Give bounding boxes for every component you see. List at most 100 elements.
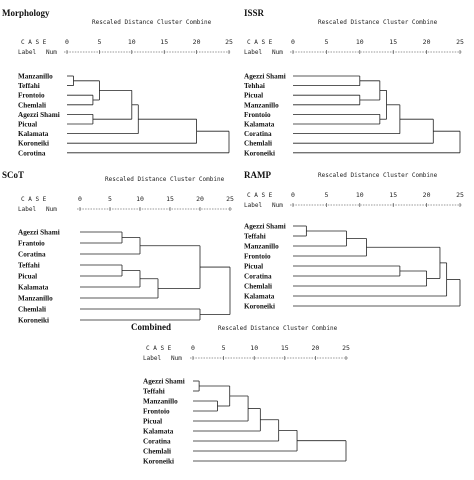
- leaf-label: Chemlali: [143, 448, 171, 456]
- dendrogram-issr: ISSR Rescaled Distance Cluster Combine C A…: [244, 8, 464, 157]
- leaf-label: Kalamata: [143, 428, 174, 436]
- axis-tick-label: 25: [226, 195, 234, 203]
- axis-tick-label: 25: [342, 344, 350, 352]
- leaf-label: Agezzi Shami: [18, 229, 60, 237]
- num-header: Num: [46, 206, 57, 213]
- leaf-label: Corotina: [18, 149, 46, 157]
- leaf-label: Agezzi Shami: [143, 378, 185, 386]
- leaf-label: Koroneiki: [143, 458, 174, 466]
- leaf-label: Chemlali: [244, 283, 272, 291]
- leaf-label: Coratina: [244, 273, 272, 281]
- axis-tick-label: 10: [250, 344, 258, 352]
- axis-tick-label: 0: [291, 191, 295, 199]
- case-label: C A S E: [247, 192, 273, 199]
- num-header: Num: [171, 355, 182, 362]
- leaf-label: Teffahi: [143, 388, 165, 396]
- label-header: Label: [18, 206, 36, 213]
- leaf-label: Koroneiki: [18, 317, 49, 325]
- axis-tick-label: 20: [311, 344, 319, 352]
- axis-tick-label: 15: [389, 191, 397, 199]
- axis-tick-label: 5: [324, 38, 328, 46]
- leaf-label: Manzanillo: [143, 398, 178, 406]
- leaf-label: Picual: [18, 273, 37, 281]
- leaf-label: Teffahi: [18, 82, 40, 90]
- leaf-label: Frontoio: [143, 408, 170, 416]
- leaf-label: Picual: [18, 121, 37, 129]
- axis-title: Rescaled Distance Cluster Combine: [318, 19, 438, 26]
- dendrogram-ramp: RAMP Rescaled Distance Cluster Combine C A…: [244, 170, 464, 311]
- leaf-label: Kalamata: [18, 284, 49, 292]
- leaf-label: Chemlali: [18, 306, 46, 314]
- axis-title: Rescaled Distance Cluster Combine: [92, 19, 212, 26]
- leaf-label: Teffahi: [244, 233, 266, 241]
- leaf-label: Picual: [143, 418, 162, 426]
- axis-tick-label: 5: [97, 38, 101, 46]
- axis-tick-label: 15: [160, 38, 168, 46]
- case-label: C A S E: [247, 39, 273, 46]
- axis-tick-label: 15: [166, 195, 174, 203]
- axis-tick-label: 5: [324, 191, 328, 199]
- dendrogram-scot: SCoT Rescaled Distance Cluster Combine C A…: [2, 170, 234, 325]
- axis-title: Rescaled Distance Cluster Combine: [218, 325, 338, 332]
- label-header: Label: [244, 49, 262, 56]
- axis-tick-label: 20: [196, 195, 204, 203]
- case-label: C A S E: [146, 345, 172, 352]
- dendrogram-morphology: Morphology Rescaled Distance Cluster Comb…: [2, 8, 233, 157]
- label-header: Label: [244, 202, 262, 209]
- leaf-label: Frontoio: [244, 111, 271, 119]
- leaf-label: Coratina: [244, 130, 272, 138]
- axis-tick-label: 5: [222, 344, 226, 352]
- leaf-label: Agezzi Shami: [18, 111, 60, 119]
- leaf-label: Agezzi Shami: [244, 223, 286, 231]
- panel-title: Morphology: [2, 8, 50, 18]
- dendrogram-combined: Combined Rescaled Distance Cluster Combin…: [131, 322, 350, 466]
- num-header: Num: [46, 49, 57, 56]
- leaf-label: Picual: [244, 92, 263, 100]
- panel-title: RAMP: [244, 170, 271, 180]
- leaf-label: Manzanillo: [18, 73, 53, 81]
- axis-tick-label: 5: [108, 195, 112, 203]
- leaf-label: Teffahi: [18, 262, 40, 270]
- panel-title: SCoT: [2, 170, 24, 180]
- leaf-label: Coratina: [18, 251, 46, 259]
- leaf-label: Frantoio: [18, 240, 45, 248]
- leaf-label: Chemlali: [244, 140, 272, 148]
- axis-tick-label: 10: [356, 191, 364, 199]
- axis-tick-label: 0: [191, 344, 195, 352]
- axis-tick-label: 25: [456, 191, 464, 199]
- axis-tick-label: 15: [281, 344, 289, 352]
- leaf-label: Kalamata: [244, 293, 275, 301]
- leaf-label: Koroneiki: [244, 303, 275, 311]
- panel-title: Combined: [131, 322, 171, 332]
- leaf-label: Kalamata: [18, 130, 49, 138]
- label-header: Label: [18, 49, 36, 56]
- num-header: Num: [272, 202, 283, 209]
- axis-tick-label: 20: [423, 38, 431, 46]
- leaf-label: Manzanillo: [244, 243, 279, 251]
- case-label: C A S E: [21, 39, 47, 46]
- label-header: Label: [143, 355, 161, 362]
- num-header: Num: [272, 49, 283, 56]
- leaf-label: Koroneiki: [18, 140, 49, 148]
- axis-tick-label: 0: [65, 38, 69, 46]
- case-label: C A S E: [21, 196, 47, 203]
- leaf-label: Frontoio: [18, 92, 45, 100]
- axis-tick-label: 10: [356, 38, 364, 46]
- leaf-label: Tehhai: [244, 82, 265, 90]
- axis-title: Rescaled Distance Cluster Combine: [318, 172, 438, 179]
- axis-tick-label: 10: [136, 195, 144, 203]
- leaf-label: Agezzi Shami: [244, 73, 286, 81]
- leaf-label: Manzanillo: [18, 295, 53, 303]
- axis-tick-label: 15: [389, 38, 397, 46]
- leaf-label: Coratina: [143, 438, 171, 446]
- axis-tick-label: 25: [456, 38, 464, 46]
- leaf-label: Koroneiki: [244, 149, 275, 157]
- leaf-label: Picual: [244, 263, 263, 271]
- leaf-label: Manzanillo: [244, 101, 279, 109]
- axis-tick-label: 0: [291, 38, 295, 46]
- leaf-label: Kalamata: [244, 121, 275, 129]
- axis-title: Rescaled Distance Cluster Combine: [105, 176, 225, 183]
- leaf-label: Frontoio: [244, 253, 271, 261]
- axis-tick-label: 20: [423, 191, 431, 199]
